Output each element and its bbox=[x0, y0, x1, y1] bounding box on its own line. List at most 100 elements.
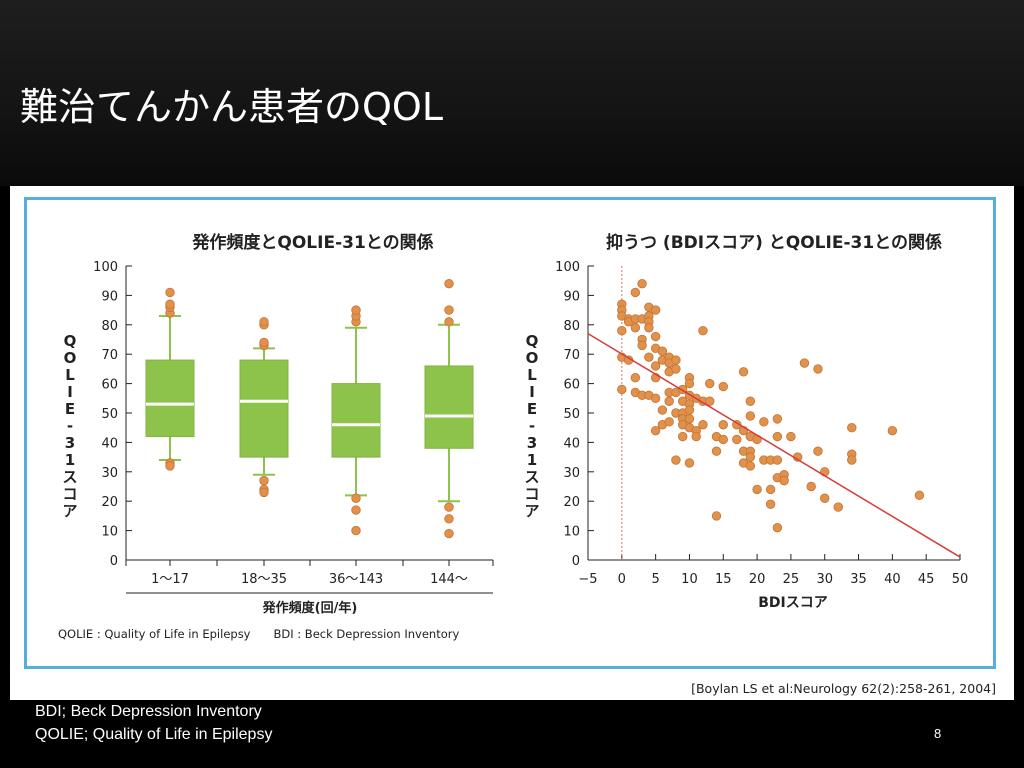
outlier-point bbox=[444, 528, 454, 539]
scatter-point bbox=[698, 325, 708, 336]
scatter-point bbox=[617, 384, 627, 395]
title-band bbox=[0, 0, 1024, 186]
y-axis-label-char: 3 bbox=[527, 434, 537, 452]
scatter-x-axis-label: BDIスコア bbox=[758, 595, 828, 611]
scatter-x-tick-label: −5 bbox=[578, 572, 597, 587]
scatter-point bbox=[738, 367, 749, 377]
scatter-y-tick-label: 0 bbox=[572, 554, 580, 569]
scatter-point bbox=[799, 358, 810, 368]
scatter-x-tick-label: 0 bbox=[618, 572, 626, 587]
y-axis-label-char: I bbox=[67, 383, 73, 401]
scatter-point bbox=[772, 522, 783, 533]
scatter-y-tick-label: 30 bbox=[563, 466, 580, 481]
outlier-point bbox=[259, 317, 269, 327]
scatter-y-tick-label: 10 bbox=[563, 525, 580, 540]
y-axis-label-char: ス bbox=[524, 468, 539, 486]
scatter-point bbox=[630, 323, 641, 333]
scatter-point bbox=[637, 278, 647, 289]
scatter-point bbox=[657, 346, 668, 356]
scatter-x-tick-label: 35 bbox=[850, 572, 867, 587]
scatter-point bbox=[765, 484, 776, 495]
scatter-point bbox=[745, 396, 756, 406]
scatter-point bbox=[698, 420, 708, 430]
outlier-point bbox=[165, 287, 175, 298]
scatter-point bbox=[772, 455, 783, 465]
scatter-point bbox=[786, 431, 796, 442]
outlier-point bbox=[165, 299, 175, 309]
box-iqr bbox=[331, 383, 381, 458]
scatter-x-tick-label: 30 bbox=[816, 572, 833, 587]
scatter-point bbox=[650, 361, 661, 371]
boxplot-elements bbox=[145, 278, 474, 539]
scatter-point bbox=[745, 411, 756, 421]
scatter-x-tick-label: 5 bbox=[651, 572, 659, 587]
y-axis-label-char: ア bbox=[62, 502, 77, 520]
boxplot-y-tick-label: 60 bbox=[101, 378, 118, 393]
scatter-point bbox=[718, 381, 728, 392]
scatter-y-tick-label: 100 bbox=[555, 260, 580, 275]
scatter-point bbox=[677, 431, 688, 442]
scatter-point bbox=[664, 396, 674, 406]
box-iqr bbox=[424, 365, 474, 449]
scatter-point bbox=[650, 305, 661, 315]
outlier-point bbox=[351, 525, 361, 536]
scatter-point bbox=[820, 493, 830, 503]
scatter-point bbox=[705, 378, 715, 389]
scatter-point bbox=[745, 461, 756, 471]
boxplot-y-tick-label: 100 bbox=[93, 260, 118, 275]
boxplot-y-tick-label: 20 bbox=[101, 495, 118, 510]
boxplot-x-tick-label: 144〜 bbox=[430, 572, 468, 587]
scatter-y-tick-label: 60 bbox=[563, 378, 580, 393]
y-axis-label-char: Q bbox=[64, 332, 77, 350]
scatter-point bbox=[806, 481, 816, 492]
outlier-point bbox=[351, 305, 361, 315]
scatter-point bbox=[650, 331, 661, 342]
y-axis-label-char: コ bbox=[62, 485, 77, 503]
scatter-point bbox=[718, 420, 728, 430]
page-number: 8 bbox=[934, 726, 942, 741]
scatter-point bbox=[691, 431, 701, 442]
y-axis-label-char: - bbox=[67, 417, 73, 435]
scatter-y-ticks: 0 10 20 30 40 50 60 70 80 90 100 bbox=[555, 260, 594, 569]
y-axis-label-char: 1 bbox=[65, 451, 75, 469]
scatter-point bbox=[813, 364, 823, 374]
outlier-point bbox=[259, 337, 269, 348]
scatter-title: 抑うつ (BDIスコア) とQOLIE-31との関係 bbox=[606, 232, 942, 253]
outlier-point bbox=[259, 487, 269, 498]
scatter-y-tick-label: 90 bbox=[563, 289, 580, 304]
scatter-point bbox=[914, 490, 925, 501]
scatter-x-ticks: −5 0 5 10 15 20 25 30 35 40 45 50 bbox=[578, 554, 968, 587]
scatter-point bbox=[684, 458, 695, 468]
scatter-y-tick-label: 20 bbox=[563, 495, 580, 510]
outlier-point bbox=[444, 278, 454, 289]
outlier-point bbox=[351, 493, 361, 503]
y-axis-label-char: 3 bbox=[65, 434, 75, 452]
footnote-qolie: QOLIE; Quality of Life in Epilepsy bbox=[35, 726, 273, 743]
box-iqr bbox=[239, 359, 289, 458]
outlier-point bbox=[165, 461, 175, 471]
scatter-y-tick-label: 70 bbox=[563, 348, 580, 363]
scatter-point bbox=[847, 455, 857, 465]
scatter-point bbox=[772, 431, 783, 442]
regression-line bbox=[587, 332, 961, 558]
scatter-point bbox=[657, 405, 668, 415]
scatter-point bbox=[650, 393, 661, 404]
y-axis-label-char: I bbox=[529, 383, 535, 401]
scatter-point bbox=[847, 422, 857, 433]
y-axis-label-char: - bbox=[529, 417, 535, 435]
boxplot-x-tick-label: 36〜143 bbox=[329, 572, 383, 587]
scatter-point bbox=[630, 373, 641, 383]
boxplot-y-tick-label: 50 bbox=[101, 407, 118, 422]
scatter-point bbox=[684, 414, 695, 424]
scatter-y-tick-label: 80 bbox=[563, 319, 580, 334]
scatter-y-tick-label: 40 bbox=[563, 436, 580, 451]
scatter-point bbox=[684, 378, 695, 389]
y-axis-label-char: コ bbox=[524, 485, 539, 503]
boxplot-y-tick-label: 90 bbox=[101, 289, 118, 304]
scatter-point bbox=[630, 287, 641, 298]
y-axis-label-char: E bbox=[65, 400, 75, 418]
boxplot-x-tick-label: 1〜17 bbox=[151, 572, 189, 587]
outlier-point bbox=[444, 514, 454, 524]
